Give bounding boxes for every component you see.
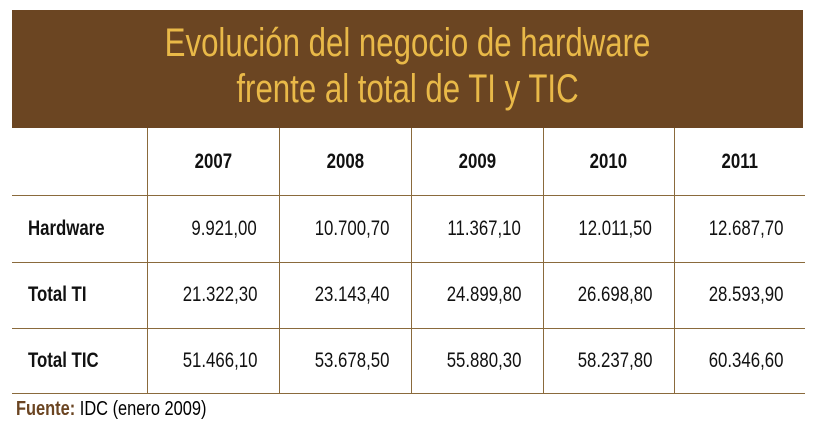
column-header-text: 2008 [326, 149, 364, 173]
cell-value: 26.698,80 [543, 262, 674, 328]
title-line: Evolución del negocio de hardware [164, 21, 651, 65]
row-header: Total TIC [12, 328, 147, 393]
title-line: frente al total de TI y TIC [236, 67, 579, 111]
column-header-text: 2007 [194, 149, 232, 173]
column-divider [543, 128, 544, 393]
title-box: Evolución del negocio de hardware frente… [12, 10, 803, 128]
cell-value-text: 58.237,80 [577, 348, 652, 372]
column-divider [279, 128, 280, 393]
row-divider [12, 328, 805, 329]
cell-value-text: 55.880,30 [446, 348, 521, 372]
source-label: Fuente: [16, 398, 76, 420]
cell-value: 51.466,10 [147, 328, 279, 393]
row-divider [12, 262, 805, 263]
row-header-text: Total TIC [28, 348, 99, 372]
row-header-text: Hardware [28, 216, 105, 240]
cell-value: 23.143,40 [279, 262, 411, 328]
cell-value-text: 26.698,80 [577, 283, 652, 306]
cell-value-text: 53.678,50 [314, 348, 389, 372]
row-header: Total TI [12, 262, 147, 328]
column-header-text: 2009 [458, 149, 496, 173]
cell-value: 58.237,80 [543, 328, 674, 393]
cell-value: 12.687,70 [674, 195, 805, 262]
cell-value-text: 21.322,30 [182, 283, 257, 306]
column-header: 2010 [543, 128, 674, 195]
cell-value: 60.346,60 [674, 328, 805, 393]
column-divider [411, 128, 412, 393]
source-text: IDC (enero 2009) [79, 398, 207, 420]
column-header-text: 2010 [589, 149, 628, 173]
column-divider [147, 128, 148, 393]
cell-value-text: 24.899,80 [446, 283, 521, 306]
row-divider [12, 393, 805, 394]
row-header: Hardware [12, 195, 147, 262]
cell-value-text: 12.687,70 [708, 216, 783, 240]
column-divider [674, 128, 675, 393]
cell-value-text: 23.143,40 [314, 283, 389, 306]
cell-value: 12.011,50 [543, 195, 674, 262]
cell-value-text: 10.700,70 [314, 216, 389, 240]
cell-value: 11.367,10 [411, 195, 543, 262]
cell-value-text: 9.921,00 [191, 216, 257, 240]
cell-value: 28.593,90 [674, 262, 805, 328]
cell-value-text: 60.346,60 [708, 348, 783, 372]
cell-value: 9.921,00 [147, 195, 279, 262]
cell-value-text: 12.011,50 [578, 216, 653, 240]
cell-value-text: 11.367,10 [447, 216, 522, 240]
row-divider [12, 195, 805, 196]
column-header: 2007 [147, 128, 279, 195]
column-header: 2011 [674, 128, 805, 195]
cell-value-text: 28.593,90 [708, 283, 783, 306]
cell-value: 24.899,80 [411, 262, 543, 328]
cell-value: 21.322,30 [147, 262, 279, 328]
source: Fuente: IDC (enero 2009) [16, 398, 206, 421]
cell-value: 53.678,50 [279, 328, 411, 393]
row-header-text: Total TI [28, 283, 87, 306]
column-header: 2008 [279, 128, 411, 195]
cell-value-text: 51.466,10 [182, 348, 257, 372]
cell-value: 55.880,30 [411, 328, 543, 393]
column-header-text: 2011 [721, 149, 758, 173]
column-header: 2009 [411, 128, 543, 195]
cell-value: 10.700,70 [279, 195, 411, 262]
